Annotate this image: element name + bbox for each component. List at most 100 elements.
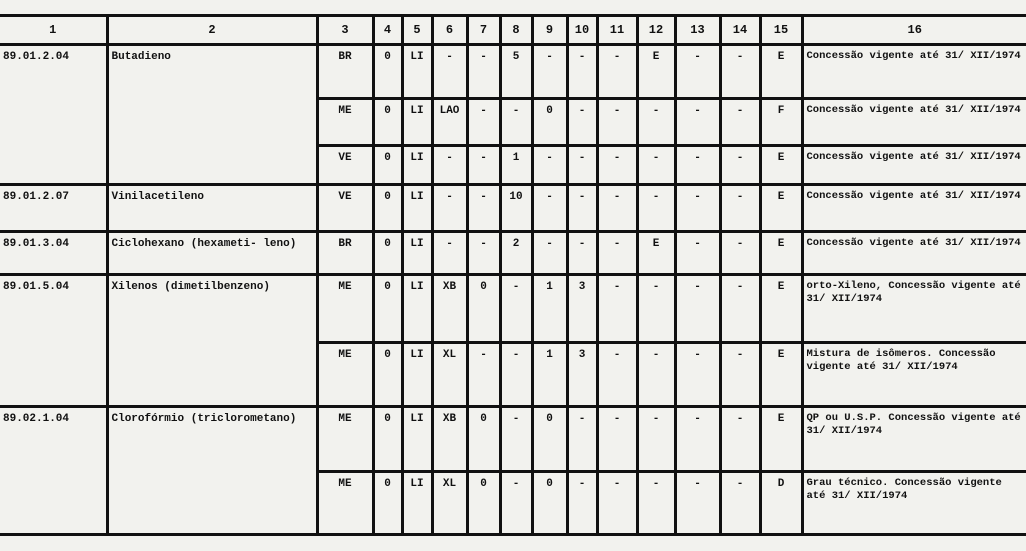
cell-col-9: - xyxy=(530,43,569,100)
cell-col-9: 1 xyxy=(530,273,569,344)
cell-col-6: XB xyxy=(430,273,469,344)
cell-col-4: 0 xyxy=(371,470,404,536)
observation-note: Concessão vigente até 31/ XII/1974 xyxy=(800,97,1026,147)
cell-col-12: - xyxy=(635,144,677,186)
cell-col-6: - xyxy=(430,144,469,186)
cell-col-5: LI xyxy=(400,144,434,186)
cell-col-13: - xyxy=(673,273,722,344)
cell-col-10: - xyxy=(565,230,599,276)
column-header-2: 2 xyxy=(105,14,319,46)
cell-col-9: 0 xyxy=(530,97,569,147)
cell-col-14: - xyxy=(718,341,762,408)
cell-col-10: - xyxy=(565,183,599,233)
cell-col-6: - xyxy=(430,230,469,276)
cell-col-6: XB xyxy=(430,405,469,473)
cell-col-5: LI xyxy=(400,43,434,100)
cell-col-14: - xyxy=(718,144,762,186)
table-row: 89.01.2.07 Vinilacetileno VE 0 LI - -10- - - - - - E… xyxy=(0,183,1026,233)
column-header-12: 12 xyxy=(635,14,677,46)
cell-col-6: LAO xyxy=(430,97,469,147)
cell-col-12: - xyxy=(635,273,677,344)
cell-col-11: - xyxy=(595,470,639,536)
cell-col-15: E xyxy=(758,273,804,344)
cell-col-12: - xyxy=(635,97,677,147)
column-header-11: 11 xyxy=(595,14,639,46)
cell-col-8: - xyxy=(498,470,534,536)
cell-col-13: - xyxy=(673,341,722,408)
cell-col-15: E xyxy=(758,341,804,408)
cell-col-11: - xyxy=(595,144,639,186)
cell-col-10: - xyxy=(565,97,599,147)
observation-note: Concessão vigente até 31/ XII/1974 xyxy=(800,144,1026,186)
cell-col-13: - xyxy=(673,470,722,536)
cell-col-9: 0 xyxy=(530,405,569,473)
cell-col-14: - xyxy=(718,273,762,344)
cell-col-7: 0 xyxy=(465,405,502,473)
cell-col-8: - xyxy=(498,341,534,408)
cell-col-14: - xyxy=(718,43,762,100)
cell-col-12: E xyxy=(635,43,677,100)
cell-col-14: - xyxy=(718,183,762,233)
cell-col-13: - xyxy=(673,43,722,100)
cell-col-8: 5 xyxy=(498,43,534,100)
entry-code: 89.01.2.04 xyxy=(0,43,109,186)
cell-col-5: LI xyxy=(400,470,434,536)
cell-col-12: - xyxy=(635,341,677,408)
cell-col-8: - xyxy=(498,405,534,473)
cell-col-11: - xyxy=(595,183,639,233)
table-row: ME 0 LI LAO - -0- - - - - F Concessão vigente até 3… xyxy=(0,97,1026,147)
entry-name: Butadieno xyxy=(105,43,319,186)
cell-col-8: - xyxy=(498,97,534,147)
cell-col-8: 1 xyxy=(498,144,534,186)
cell-col-10: 3 xyxy=(565,273,599,344)
cell-col-13: - xyxy=(673,230,722,276)
cell-col-4: 0 xyxy=(371,43,404,100)
observation-note: orto-Xileno, Concessão vigente até 31/ X… xyxy=(800,273,1026,344)
cell-col-15: F xyxy=(758,97,804,147)
entry-name: Vinilacetileno xyxy=(105,183,319,233)
cell-col-9: 1 xyxy=(530,341,569,408)
table-row: 89.01.3.04 Ciclohexano (hexameti- leno) BR… xyxy=(0,230,1026,276)
column-header-6: 6 xyxy=(430,14,469,46)
cell-col-4: 0 xyxy=(371,273,404,344)
cell-col-10: 3 xyxy=(565,341,599,408)
cell-col-9: - xyxy=(530,230,569,276)
cell-col-3: VE xyxy=(315,183,375,233)
table-row: 89.02.1.04 Clorofórmio (triclorometano) ME… xyxy=(0,405,1026,536)
cell-col-15: E xyxy=(758,183,804,233)
cell-col-5: LI xyxy=(400,273,434,344)
cell-col-5: LI xyxy=(400,230,434,276)
cell-col-11: - xyxy=(595,341,639,408)
cell-col-3: ME xyxy=(315,470,375,536)
cell-col-13: - xyxy=(673,183,722,233)
table-row: VE 0 LI - -1- - - - - - E Concessão vigente até 31/… xyxy=(0,144,1026,186)
column-header-9: 9 xyxy=(530,14,569,46)
cell-col-6: XL xyxy=(430,470,469,536)
cell-col-14: - xyxy=(718,97,762,147)
cell-col-7: - xyxy=(465,183,502,233)
cell-col-10: - xyxy=(565,144,599,186)
cell-col-14: - xyxy=(718,470,762,536)
cell-col-15: E xyxy=(758,230,804,276)
cell-col-8: - xyxy=(498,273,534,344)
table-row: 89.01.2.04 Butadieno BR 0 LI - -5- - - E - - E Conces… xyxy=(0,43,1026,186)
column-header-10: 10 xyxy=(565,14,599,46)
cell-col-4: 0 xyxy=(371,405,404,473)
cell-col-3: BR xyxy=(315,43,375,100)
column-header-14: 14 xyxy=(718,14,762,46)
cell-col-4: 0 xyxy=(371,230,404,276)
cell-col-11: - xyxy=(595,43,639,100)
cell-col-7: - xyxy=(465,230,502,276)
cell-col-10: - xyxy=(565,470,599,536)
tariff-table: 1 2 3 4 5 6 7 8 9 10 11 12 13 14 15 16 89.01.2.04 Butadie… xyxy=(0,14,1026,536)
table-row: ME 0 LI XL 0-0- - - - - D Grau técnico. Concessão … xyxy=(0,470,1026,536)
cell-col-4: 0 xyxy=(371,341,404,408)
cell-col-14: - xyxy=(718,230,762,276)
cell-col-9: 0 xyxy=(530,470,569,536)
cell-col-15: E xyxy=(758,405,804,473)
cell-col-11: - xyxy=(595,97,639,147)
observation-note: Mistura de isômeros. Concessão vigente a… xyxy=(800,341,1026,408)
cell-col-15: E xyxy=(758,144,804,186)
observation-note: QP ou U.S.P. Concessão vigente até 31/ X… xyxy=(800,405,1026,473)
cell-col-3: BR xyxy=(315,230,375,276)
